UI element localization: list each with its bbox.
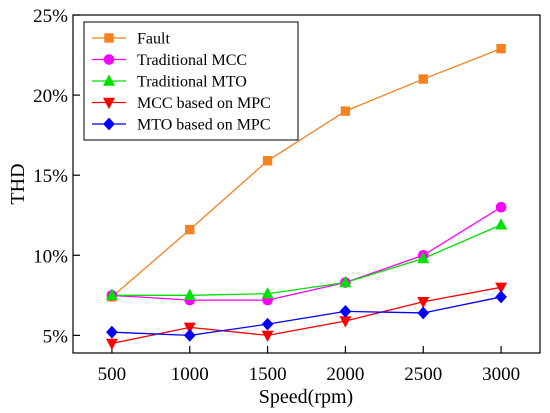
x-tick-label: 1500: [249, 364, 287, 385]
plot-frame: [72, 14, 541, 354]
legend-label-traditional-mto: Traditional MTO: [137, 74, 247, 91]
legend-marker-traditional-mcc: [103, 54, 115, 65]
data-point-mto-based-on-mpc: [261, 317, 274, 331]
data-point-traditional-mto: [261, 287, 274, 299]
data-point-fault: [185, 224, 195, 235]
data-point-fault: [496, 43, 506, 54]
series-line-mto-based-on-mpc: [111, 296, 502, 337]
data-point-traditional-mto: [495, 218, 508, 230]
legend-marker-fault: [104, 33, 114, 43]
legend-label-mto-based-on-mpc: MTO based on MPC: [137, 117, 271, 134]
legend-label-mcc-based-on-mpc: MCC based on MPC: [137, 95, 271, 112]
data-point-fault: [340, 106, 351, 116]
data-point-mto-based-on-mpc: [106, 325, 118, 339]
x-tick-label: 1000: [171, 364, 209, 385]
tick-labels: 500 1000 1500 2000 2500 3000 5% 10% 15% 20% 25%: [33, 6, 520, 385]
x-tick-label: 2500: [404, 364, 442, 385]
legend-marker-mcc-based-on-mpc: [103, 97, 115, 110]
data-point-mto-based-on-mpc: [339, 304, 352, 318]
data-point-mcc-based-on-mpc: [495, 282, 508, 294]
data-point-fault: [418, 74, 428, 84]
x-axis-title: Speed(rpm): [259, 386, 353, 408]
legend-label-traditional-mcc: Traditional MCC: [137, 52, 247, 69]
data-point-fault: [262, 156, 273, 166]
data-point-mto-based-on-mpc: [183, 328, 196, 342]
legend-marker-mto-based-on-mpc: [103, 117, 115, 131]
data-point-traditional-mto: [417, 251, 430, 264]
data-point-mcc-based-on-mpc: [417, 297, 430, 309]
data-point-traditional-mcc: [495, 201, 507, 213]
series-lines: [111, 48, 502, 345]
legend: Fault Traditional MCC Traditional MTO MCC b…: [83, 21, 299, 141]
series-line-fault: [111, 48, 502, 298]
y-tick-label: 20%: [33, 86, 68, 107]
data-point-mcc-based-on-mpc: [183, 322, 196, 335]
data-point-traditional-mto: [105, 288, 118, 301]
x-tick-label: 2000: [326, 364, 364, 385]
data-point-traditional-mto: [339, 275, 352, 288]
y-tick-label: 25%: [33, 6, 68, 27]
data-point-mcc-based-on-mpc: [105, 338, 118, 351]
series-line-mcc-based-on-mpc: [111, 286, 502, 345]
y-tick-label: 15%: [33, 166, 68, 187]
data-point-mcc-based-on-mpc: [261, 330, 274, 343]
series-markers: [105, 43, 508, 351]
legend-marker-traditional-mto: [103, 74, 115, 86]
data-point-mto-based-on-mpc: [417, 306, 430, 320]
legend-label-fault: Fault: [137, 31, 170, 48]
series-line-traditional-mto: [111, 224, 502, 296]
y-tick-label: 5%: [43, 326, 69, 347]
y-axis-title: THD: [7, 163, 29, 204]
x-tick-label: 3000: [482, 364, 520, 385]
x-tick-label: 500: [98, 364, 127, 385]
series-line-traditional-mcc: [111, 206, 502, 301]
data-point-mto-based-on-mpc: [495, 290, 507, 304]
y-tick-label: 10%: [33, 246, 68, 267]
data-point-traditional-mto: [183, 288, 196, 301]
